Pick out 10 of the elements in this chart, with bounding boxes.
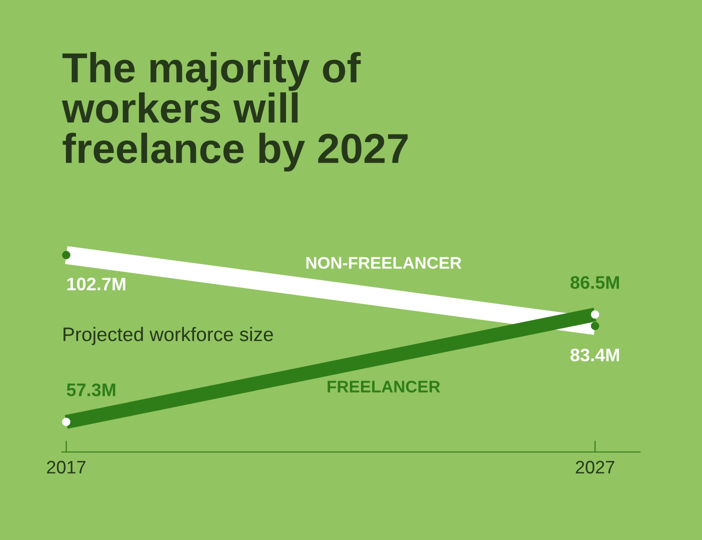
data-label: 102.7M (67, 278, 126, 290)
chart-title: The majority of workers will freelance by 2027 (62, 52, 408, 172)
data-label: 57.3M (66, 383, 116, 396)
series-label: NON-FREELANCER (306, 256, 462, 269)
series-label: FREELANCER (328, 380, 440, 393)
data-label: 86.5M (570, 276, 619, 289)
x-tick-label: 2027 (576, 460, 614, 474)
annotation: Projected workforce size (64, 326, 273, 346)
x-tick-label: 2017 (47, 460, 86, 474)
data-label: 83.4M (570, 348, 619, 362)
